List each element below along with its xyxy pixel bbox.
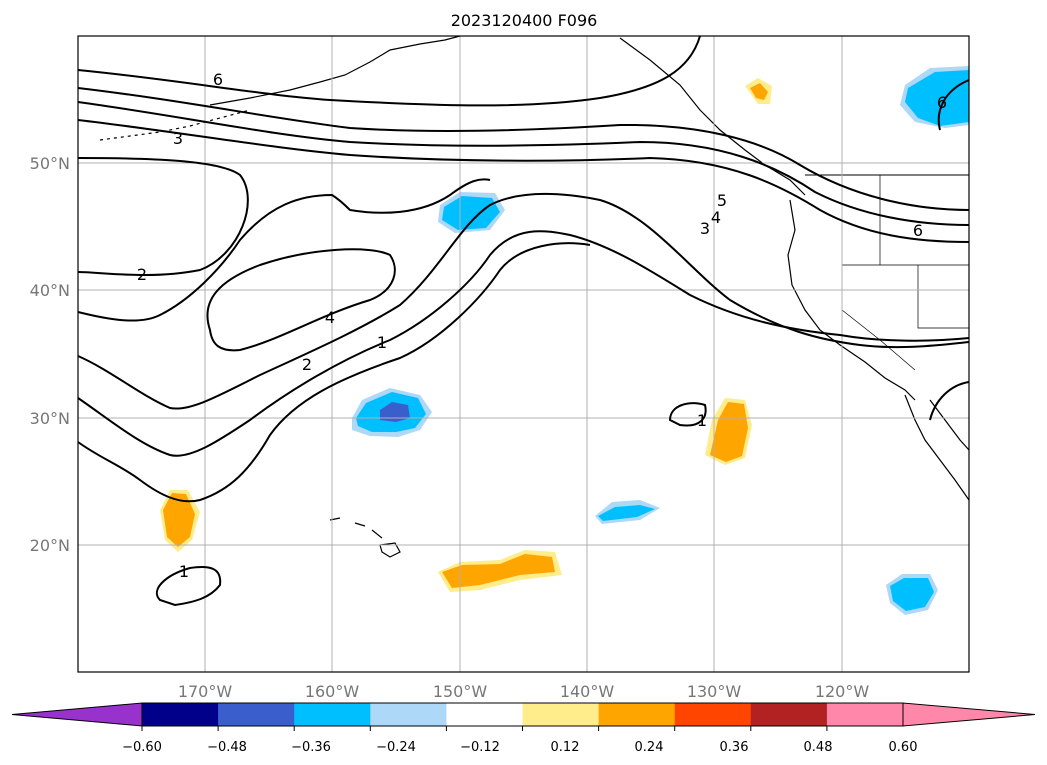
contour-lines [77, 35, 970, 607]
pos-region-e [710, 402, 748, 462]
lat-label: 30°N [30, 409, 70, 428]
lon-label: 150°W [433, 682, 488, 701]
colorbar-tick-label: 0.36 [720, 740, 749, 755]
contour-2-inner [77, 157, 249, 277]
lon-label: 170°W [178, 682, 233, 701]
pos-region-w [163, 493, 195, 547]
colorbar-tick-label: 0.48 [804, 740, 833, 755]
neg-region-n [442, 196, 500, 230]
contour-label: 1 [377, 333, 387, 352]
lon-label: 140°W [560, 682, 615, 701]
map-title: 2023120400 F096 [451, 11, 598, 30]
hawaii-islands [329, 517, 401, 558]
colorbar-segments [11, 702, 1036, 727]
contour-label: 4 [325, 308, 335, 327]
bc-coast [619, 37, 806, 196]
contour-1-mid [77, 230, 970, 457]
neg-region-se [890, 578, 934, 611]
colorbar-ticks [141, 726, 828, 731]
contour-1-small [155, 566, 222, 607]
colorbar-tick-label: 0.24 [635, 740, 664, 755]
contour-3-north [77, 119, 970, 243]
colorbar-tick-label: −0.36 [291, 740, 331, 755]
colorbar-tick-label: −0.24 [376, 740, 416, 755]
aleutians [99, 109, 251, 141]
lon-label: 130°W [687, 682, 742, 701]
colorbar-extend-min [11, 702, 143, 727]
pos-region-sw [442, 554, 555, 588]
contour-2-mid [77, 192, 970, 410]
colorbar-tick-label: 0.12 [551, 740, 580, 755]
contour-1-south [77, 242, 591, 503]
contour-4-north [77, 101, 970, 226]
contour-1-tiny [668, 402, 707, 427]
contour-label: 3 [700, 219, 710, 238]
contour-label: 1 [697, 411, 707, 430]
colorbar-segment [674, 703, 752, 726]
lat-label: 50°N [30, 154, 70, 173]
contour-label: 2 [302, 355, 312, 374]
pos-region-coast [750, 83, 768, 100]
colorbar-segment [826, 703, 904, 726]
contour-label: 6 [213, 70, 223, 89]
colorbar-segment [446, 703, 523, 726]
state-borders [841, 175, 969, 371]
lat-label: 20°N [30, 536, 70, 555]
shaded-anomalies [160, 66, 969, 615]
colorbar-tick-label: −0.60 [122, 740, 162, 755]
contour-5-north [77, 87, 970, 211]
colorbar-segment [142, 703, 219, 726]
contour-label: 6 [937, 93, 947, 112]
colorbar-segment [598, 703, 676, 726]
colorbar-segment [522, 703, 600, 726]
mexico-coast [929, 399, 970, 451]
map-frame [77, 35, 970, 673]
colorbar-tick-label: −0.12 [460, 740, 500, 755]
contour-6-north [77, 35, 701, 107]
lon-label: 160°W [305, 682, 360, 701]
contour-label-group: 6 3 2 4 2 1 5 4 3 6 1 1 6 [137, 70, 947, 581]
colorbar-segment [218, 703, 295, 726]
colorbar-tick-labels: −0.60 −0.48 −0.36 −0.24 −0.12 0.12 0.24 … [122, 740, 917, 755]
contour-east-low [929, 381, 970, 421]
contour-4-enclosed [206, 248, 396, 352]
contour-label: 6 [913, 221, 923, 240]
contour-label: 4 [711, 208, 721, 227]
neg-region-s [598, 505, 655, 521]
colorbar-segment [294, 703, 371, 726]
colorbar: −0.60 −0.48 −0.36 −0.24 −0.12 0.12 0.24 … [11, 702, 1036, 755]
lon-label: 120°W [815, 682, 870, 701]
neg-region-ne [905, 70, 969, 126]
map-panel: 6 3 2 4 2 1 5 4 3 6 1 1 6 [77, 35, 970, 673]
contour-label: 5 [717, 191, 727, 210]
neg-region-c-strong [380, 402, 410, 422]
contour-label: 3 [173, 129, 183, 148]
lat-label: 40°N [30, 281, 70, 300]
colorbar-segment [370, 703, 447, 726]
colorbar-tick-label: 0.60 [889, 740, 918, 755]
colorbar-segment [750, 703, 828, 726]
latitude-labels: 50°N 40°N 30°N 20°N [30, 154, 70, 555]
us-west-coast [787, 199, 916, 401]
contour-label: 2 [137, 265, 147, 284]
colorbar-tick-label: −0.48 [207, 740, 247, 755]
longitude-labels: 170°W 160°W 150°W 140°W 130°W 120°W [178, 682, 870, 701]
gridlines [78, 36, 969, 672]
contour-label: 1 [179, 562, 189, 581]
contour-ne-6 [937, 79, 970, 131]
baja-coast [904, 394, 970, 501]
contour-2-south [77, 178, 491, 322]
colorbar-extend-max [902, 702, 1036, 727]
coastlines [99, 35, 970, 558]
